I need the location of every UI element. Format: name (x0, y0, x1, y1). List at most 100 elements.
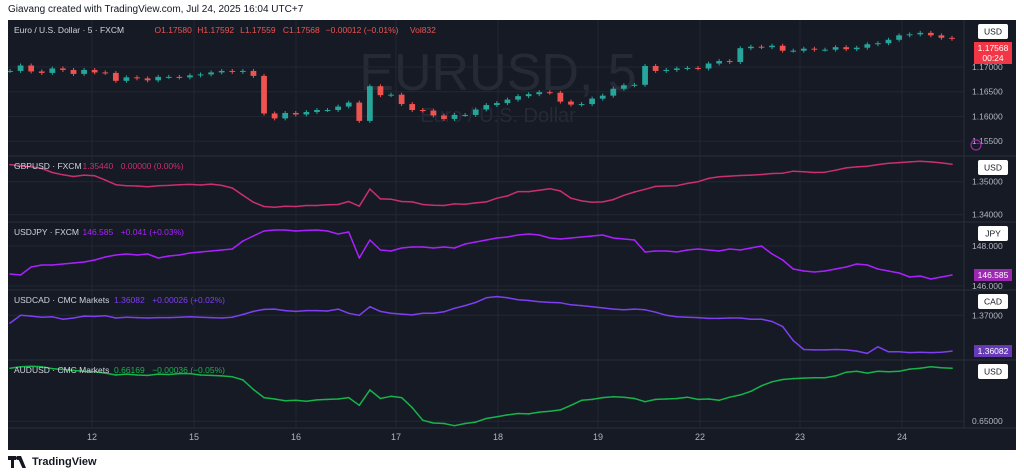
candle-body (525, 94, 532, 97)
data-point (930, 161, 932, 163)
data-point (760, 318, 763, 320)
candle-body (250, 70, 257, 76)
data-point (337, 398, 339, 400)
data-point (411, 246, 414, 248)
data-point (506, 296, 509, 299)
data-point (718, 399, 720, 402)
data-point (548, 237, 551, 239)
candle-body (822, 49, 828, 51)
data-point (877, 370, 879, 373)
data-point (887, 351, 890, 353)
data-point (167, 255, 170, 257)
candle-body (621, 85, 627, 89)
data-point (93, 259, 96, 261)
data-point (347, 396, 350, 399)
data-point (284, 400, 286, 402)
data-point (411, 314, 414, 316)
data-point (178, 254, 181, 256)
data-point (718, 250, 720, 252)
multi-pane-chart[interactable]: 12 15 16 17 18 19 22 23 24 EURUSD, 5 Euro / U.S. D… (8, 20, 1016, 450)
data-point (750, 390, 752, 393)
data-point (845, 349, 847, 351)
data-point (104, 372, 107, 374)
candle-body (631, 84, 638, 86)
candle-body (60, 68, 66, 70)
data-point (559, 238, 562, 240)
candle-body (864, 44, 871, 48)
data-point (792, 377, 795, 380)
data-point (601, 201, 604, 203)
data-point (40, 316, 43, 319)
data-point (62, 263, 64, 265)
data-point (294, 399, 297, 402)
data-point (898, 370, 900, 373)
data-point (369, 305, 371, 308)
data-point (570, 197, 572, 200)
data-point (72, 317, 75, 319)
data-point (146, 185, 149, 188)
candle-body (927, 32, 934, 36)
data-point (157, 373, 159, 375)
y-tick-label: 1.17000 (972, 62, 1003, 72)
chart-pane-5: 0.65000 AUDUSD · CMC Markets 0.66169 −0.000… (8, 359, 1016, 427)
candle-body (208, 72, 214, 75)
data-point (30, 315, 32, 317)
data-point (210, 250, 212, 252)
candle-body (705, 63, 712, 69)
data-point (242, 194, 244, 197)
data-point (284, 229, 286, 231)
data-point (771, 320, 773, 323)
data-point (316, 309, 318, 312)
y-tick-label: 0.65000 (972, 416, 1003, 426)
data-point (908, 368, 911, 370)
data-point (676, 316, 678, 318)
data-point (781, 259, 784, 261)
data-point (548, 410, 551, 413)
data-point (517, 190, 519, 193)
candle-body (345, 102, 352, 107)
data-point (623, 238, 625, 240)
data-point (400, 313, 403, 315)
data-point (316, 229, 318, 231)
candle-body (504, 99, 511, 104)
currency-badge: JPY (978, 226, 1008, 241)
data-point (527, 299, 530, 302)
data-point (824, 270, 826, 272)
data-point (930, 351, 932, 354)
data-point (591, 305, 593, 308)
data-point (644, 251, 646, 253)
footer-brand: TradingView (8, 454, 97, 470)
data-point (358, 257, 361, 259)
currency-badge: USD (978, 160, 1008, 175)
data-point (432, 204, 435, 206)
data-point (676, 251, 678, 253)
data-point (242, 313, 244, 316)
candle-body (684, 67, 691, 69)
last-price-box (974, 269, 1012, 281)
candle-body (28, 65, 35, 72)
candle-body (568, 101, 574, 105)
data-point (485, 417, 488, 420)
data-point (707, 177, 710, 180)
data-point (654, 250, 657, 252)
candle-body (102, 72, 109, 74)
candle-body (292, 112, 299, 115)
data-point (866, 264, 869, 266)
series-line (9, 365, 953, 427)
data-point (146, 317, 149, 319)
candle-body (38, 71, 45, 73)
data-point (231, 316, 234, 319)
data-point (136, 254, 138, 256)
data-point (686, 249, 689, 251)
data-point (855, 263, 858, 265)
data-point (623, 309, 625, 311)
data-point (220, 249, 223, 251)
candle-body (409, 104, 416, 111)
data-point (485, 296, 488, 299)
data-point (580, 304, 583, 307)
data-point (358, 404, 361, 407)
data-point (601, 234, 604, 236)
data-point (432, 422, 435, 424)
data-point (485, 201, 488, 203)
